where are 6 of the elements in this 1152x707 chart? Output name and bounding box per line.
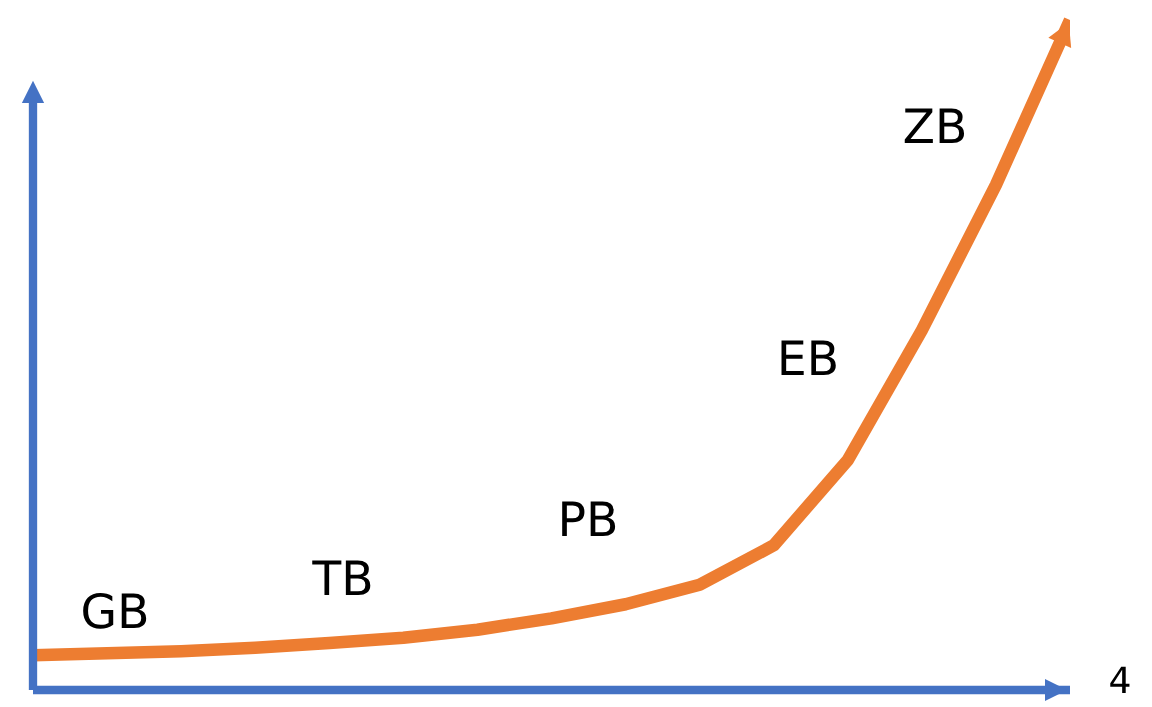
x-axis-title: 4	[1110, 666, 1130, 693]
annotation: EB	[781, 340, 836, 376]
annotation: PB	[562, 501, 616, 537]
annotation: ZB	[904, 108, 965, 144]
annotation: TB	[312, 560, 371, 596]
annotation: GB	[83, 592, 147, 629]
